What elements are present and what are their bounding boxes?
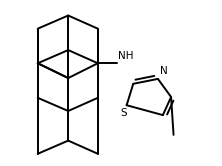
Text: N: N [160, 66, 168, 76]
Text: NH: NH [118, 51, 134, 61]
Text: S: S [121, 108, 127, 118]
